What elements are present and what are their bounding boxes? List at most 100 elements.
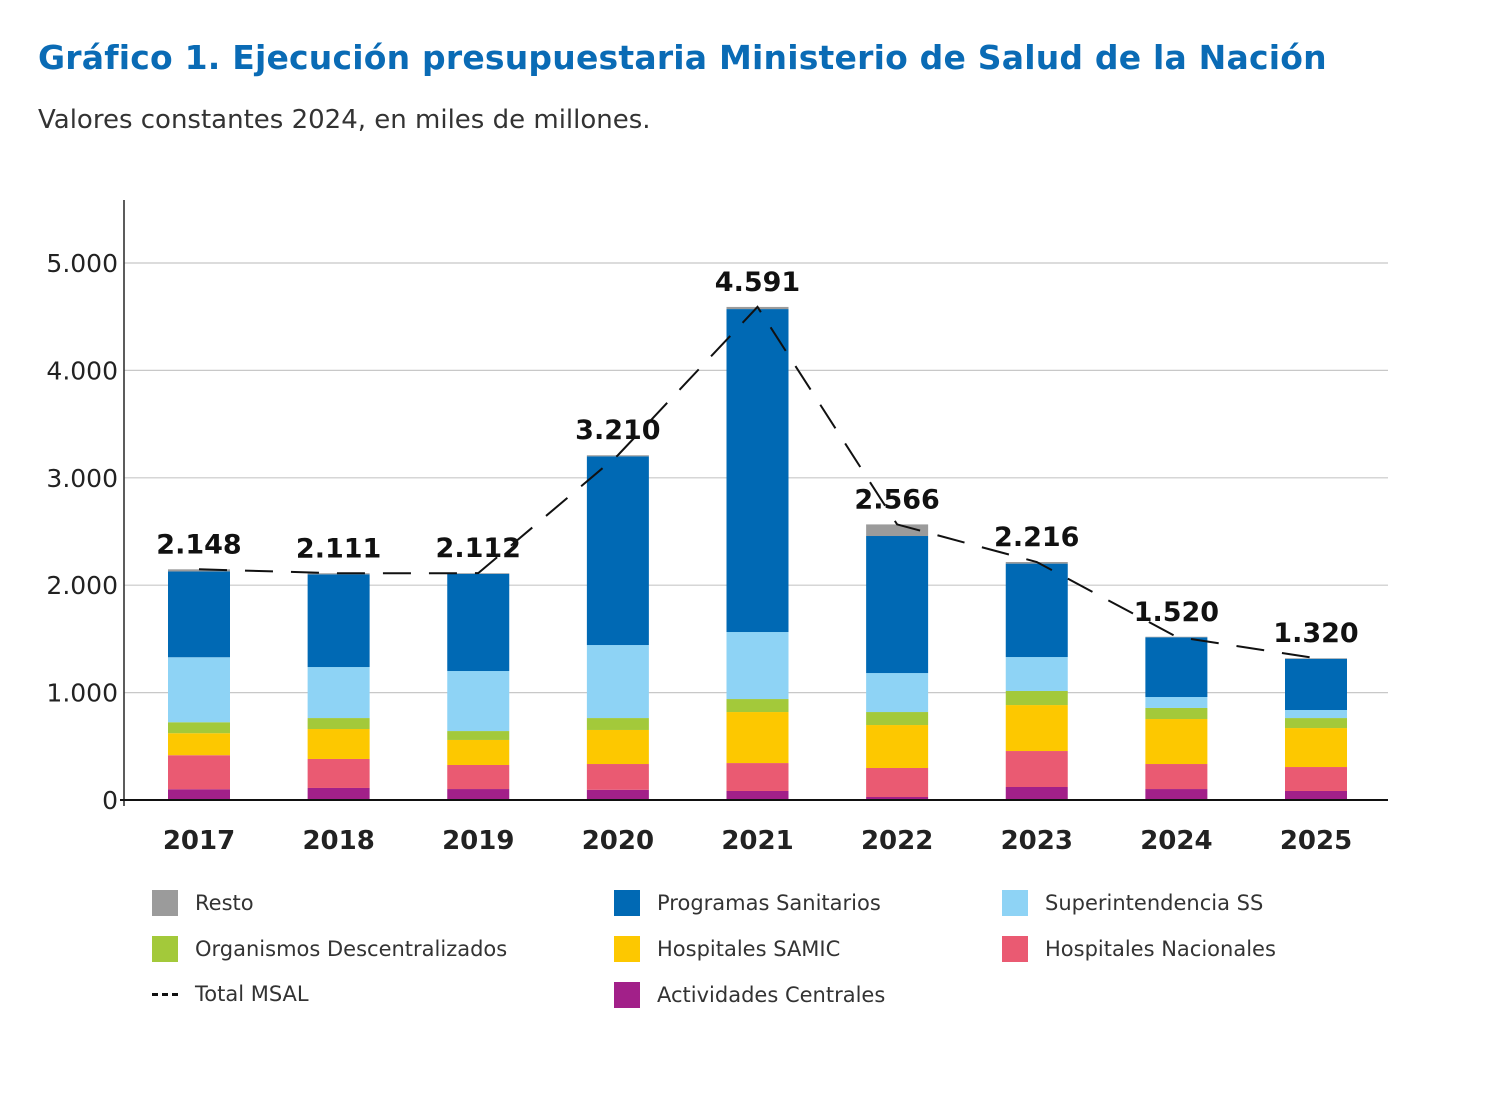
legend-item-organismos-descentralizados: Organismos Descentralizados: [152, 936, 507, 962]
y-tick-label: 0: [102, 786, 118, 815]
legend-label: Superintendencia SS: [1045, 891, 1264, 915]
bar-segment-hospitales-nacionales: [447, 764, 510, 790]
data-label-2020: 3.210: [575, 415, 660, 446]
bar-segment-superintendencia-ss: [1285, 709, 1347, 719]
y-tick-label: 4.000: [46, 356, 118, 385]
bar-segment-programas-sanitarios: [866, 536, 929, 674]
legend-item-total-msal: Total MSAL: [152, 982, 309, 1006]
bar-segment-actividades-centrales: [1285, 790, 1347, 800]
total-line: [198, 305, 1317, 660]
legend-label: Hospitales Nacionales: [1045, 937, 1276, 961]
legend-label: Total MSAL: [195, 982, 309, 1006]
bar-segment-hospitales-nacionales: [307, 758, 370, 788]
data-label-2018: 2.111: [296, 533, 381, 564]
bar-segment-hospitales-samic: [447, 739, 510, 765]
y-tick-label: 1.000: [46, 679, 118, 708]
data-label-2019: 2.112: [436, 533, 521, 564]
bar-group-2020: [586, 455, 649, 800]
legend-item-programas-sanitarios: Programas Sanitarios: [614, 890, 881, 916]
bar-segment-hospitales-samic: [1145, 719, 1208, 765]
legend-label: Programas Sanitarios: [657, 891, 881, 915]
bar-segment-superintendencia-ss: [586, 645, 649, 719]
bar-segment-programas-sanitarios: [586, 456, 649, 646]
legend-swatch-hospitales-nacionales: [1002, 936, 1028, 962]
chart-title: Gráfico 1. Ejecución presupuestaria Mini…: [38, 38, 1327, 77]
legend-item-hospitales-nacionales: Hospitales Nacionales: [1002, 936, 1276, 962]
bar-group-2017: [168, 569, 230, 800]
legend-label: Organismos Descentralizados: [195, 937, 508, 961]
bar-segment-programas-sanitarios: [1285, 658, 1347, 710]
bar-segment-programas-sanitarios: [307, 574, 370, 668]
bar-segment-hospitales-nacionales: [1005, 751, 1068, 788]
bar-segment-organismos-descentralizados: [1145, 707, 1208, 720]
bars: [168, 306, 1347, 800]
x-tick-label: 2021: [721, 826, 793, 856]
bar-group-2019: [447, 573, 510, 800]
data-label-2025: 1.320: [1273, 618, 1358, 649]
bar-segment-superintendencia-ss: [1145, 697, 1208, 708]
axes: [120, 200, 1388, 806]
bar-segment-hospitales-samic: [307, 729, 370, 759]
bar-segment-resto: [1145, 636, 1208, 638]
bar-segment-organismos-descentralizados: [307, 718, 370, 730]
x-tick-label: 2017: [163, 826, 235, 856]
x-tick-label: 2020: [582, 826, 654, 856]
legend-dash-total-msal: [152, 992, 178, 996]
bar-segment-hospitales-nacionales: [1145, 764, 1208, 790]
x-tick-label: 2022: [861, 826, 933, 856]
bar-segment-superintendencia-ss: [726, 632, 789, 700]
x-tick-label: 2023: [1001, 826, 1073, 856]
bar-segment-actividades-centrales: [586, 789, 649, 800]
bar-group-2023: [1005, 562, 1068, 800]
bar-segment-organismos-descentralizados: [168, 722, 230, 734]
x-tick-label: 2019: [442, 826, 514, 856]
bar-segment-resto: [1285, 658, 1347, 659]
bar-segment-superintendencia-ss: [1005, 657, 1068, 691]
bar-group-2025: [1285, 658, 1347, 800]
bar-segment-superintendencia-ss: [168, 657, 230, 723]
x-tick-label: 2018: [302, 826, 374, 856]
bar-segment-hospitales-samic: [726, 712, 789, 764]
bar-segment-programas-sanitarios: [1145, 637, 1208, 698]
bar-segment-hospitales-samic: [1005, 705, 1068, 752]
bar-segment-hospitales-samic: [1285, 728, 1347, 768]
chart-subtitle: Valores constantes 2024, en miles de mil…: [38, 105, 651, 135]
bar-segment-superintendencia-ss: [307, 667, 370, 719]
legend-label: Hospitales SAMIC: [657, 937, 841, 961]
legend-item-hospitales-samic: Hospitales SAMIC: [614, 936, 840, 962]
data-label-2022: 2.566: [854, 484, 939, 515]
legend-swatch-programas-sanitarios: [614, 890, 640, 916]
bar-segment-superintendencia-ss: [866, 673, 929, 713]
bar-segment-actividades-centrales: [307, 787, 370, 800]
bar-segment-programas-sanitarios: [447, 573, 510, 672]
legend-item-superintendencia-ss: Superintendencia SS: [1002, 890, 1263, 916]
bar-segment-hospitales-samic: [866, 725, 929, 768]
bar-segment-hospitales-samic: [586, 729, 649, 765]
bar-segment-actividades-centrales: [1005, 787, 1068, 800]
legend-label: Resto: [195, 891, 254, 915]
bar-segment-actividades-centrales: [726, 790, 789, 800]
bar-segment-hospitales-samic: [168, 733, 230, 756]
legend-swatch-resto: [152, 890, 178, 916]
bar-segment-organismos-descentralizados: [586, 718, 649, 730]
legend-swatch-superintendencia-ss: [1002, 890, 1028, 916]
data-label-2021: 4.591: [715, 267, 800, 298]
data-label-2023: 2.216: [994, 522, 1079, 553]
legend-swatch-actividades-centrales: [614, 982, 640, 1008]
bar-segment-hospitales-nacionales: [1285, 767, 1347, 791]
legend-swatch-organismos-descentralizados: [152, 936, 178, 962]
x-axis-ticks: 2017 2018 2019 2020 2021 2022 2023 2024 2025: [163, 826, 1352, 856]
legend-item-resto: Resto: [152, 890, 254, 916]
bar-segment-organismos-descentralizados: [447, 731, 510, 740]
bar-segment-programas-sanitarios: [1005, 563, 1068, 658]
bar-segment-hospitales-nacionales: [726, 763, 789, 791]
bar-segment-superintendencia-ss: [447, 671, 510, 732]
bar-segment-programas-sanitarios: [168, 571, 230, 658]
bar-segment-actividades-centrales: [447, 789, 510, 800]
y-axis-ticks: 0 1.000 2.000 3.000 4.000 5.000: [46, 249, 118, 815]
legend-swatch-hospitales-samic: [614, 936, 640, 962]
data-label-2017: 2.148: [156, 529, 241, 560]
x-tick-label: 2025: [1280, 826, 1352, 856]
bar-segment-organismos-descentralizados: [1285, 718, 1347, 729]
